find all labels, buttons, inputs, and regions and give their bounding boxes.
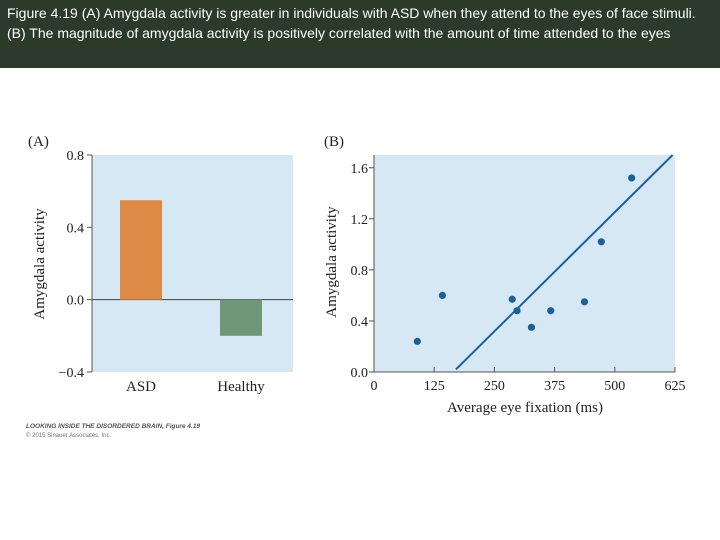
caption-header: Figure 4.19 (A) Amygdala activity is gre… (0, 0, 720, 68)
panel-b-y-axis-label: Amygdala activity (324, 206, 340, 318)
panel-b-y-tick-label: 1.6 (351, 162, 369, 177)
panel-b-data-point (527, 323, 536, 331)
panel-b-data-point (413, 337, 421, 345)
panel-b-y-tick-label: 0.8 (351, 264, 369, 279)
panel-b-x-axis-label: Average eye fixation (ms) (447, 400, 603, 416)
panel-a-bar-healthy (220, 299, 262, 336)
panel-b-data-point (597, 238, 605, 246)
panel-b-label: (B) (324, 134, 344, 150)
panel-a-label: (A) (28, 134, 49, 150)
panel-a-marks: 0.8 0.4 0.0 −0.4 ASD Healthy (59, 149, 293, 395)
panel-b-x-tick-label: 500 (604, 379, 625, 394)
credit-copyright: © 2015 Sinauer Associates, Inc. (26, 432, 111, 439)
credit-title: LOOKING INSIDE THE DISORDERED BRAIN, Fig… (26, 423, 200, 430)
panel-b-data-point (547, 307, 555, 315)
panel-b-data-point (513, 307, 521, 315)
panel-b-x-tick-label: 125 (424, 379, 445, 394)
panel-b-plot-area (374, 155, 675, 372)
panel-a-y-tick-label: −0.4 (59, 366, 84, 381)
panel-b-regression-line (455, 154, 674, 371)
panel-b-y-tick-label: 0.4 (351, 315, 369, 330)
panel-a-y-tick-label: 0.0 (67, 294, 85, 309)
panel-b-x-tick-label: 625 (665, 379, 686, 394)
panel-a-y-tick-label: 0.8 (67, 149, 85, 164)
panel-b-data-point (580, 298, 589, 306)
panel-b-y-tick-label: 1.2 (351, 213, 369, 228)
panel-a-category-label: ASD (126, 379, 156, 395)
panel-b-data-point (508, 295, 516, 303)
panel-b-data-point (628, 174, 636, 182)
panel-b-y-tick-label: 0.0 (351, 366, 369, 381)
panel-b-marks: 1.6 1.2 0.8 0.4 0.00 125 250 375 500 625 (351, 154, 686, 394)
panel-a-bar-asd (120, 200, 162, 300)
panel-a-category-label: Healthy (217, 379, 265, 395)
panel-a-y-tick-label: 0.4 (67, 221, 85, 236)
panel-b-x-tick-label: 0 (371, 379, 378, 394)
panel-b-x-tick-label: 375 (544, 379, 565, 394)
panel-b-data-point (438, 291, 446, 300)
figure-caption: Figure 4.19 (A) Amygdala activity is gre… (7, 5, 696, 41)
panel-b-x-tick-label: 250 (484, 379, 505, 394)
panel-a-y-axis-label: Amygdala activity (32, 208, 48, 320)
